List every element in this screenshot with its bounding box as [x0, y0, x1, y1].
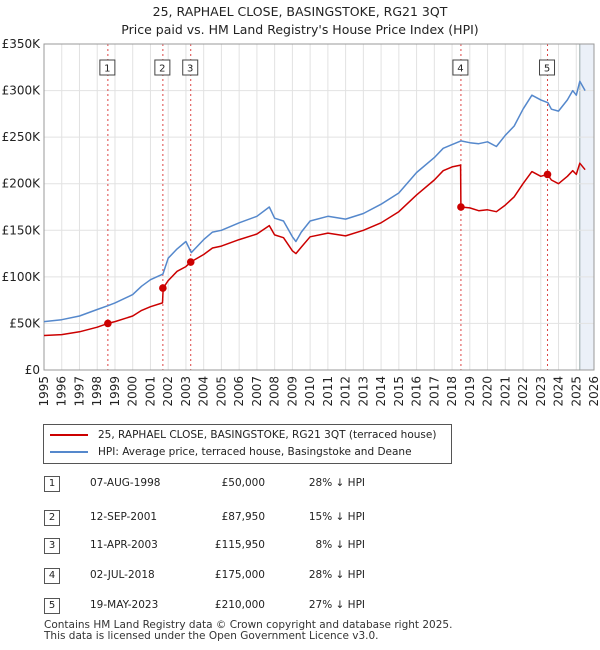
footer-licence: This data is licensed under the Open Gov… [44, 630, 379, 642]
chart-subtitle: Price paid vs. HM Land Registry's House … [121, 22, 479, 37]
forecast-shade [579, 44, 594, 370]
x-tick-label: 2018 [445, 376, 459, 407]
legend: 25, RAPHAEL CLOSE, BASINGSTOKE, RG21 3QT… [43, 424, 452, 464]
x-tick-label: 2025 [569, 376, 583, 407]
y-tick-label: £100K [2, 270, 42, 284]
plot-frame [43, 43, 595, 371]
price-chart: £0 £50K £100K £150K £200K £250K £300K £350K 1995… [2, 37, 600, 407]
x-tick-label: 2015 [392, 376, 406, 407]
x-tick-label: 2005 [214, 376, 228, 407]
x-tick-label: 1995 [37, 376, 51, 407]
x-tick-label: 1997 [72, 376, 86, 407]
x-tick-label: 2013 [356, 376, 370, 407]
transaction-label-box [452, 59, 469, 76]
x-tick-label: 2000 [126, 376, 140, 407]
x-tick-label: 2014 [374, 376, 388, 407]
transaction-label: 3 [187, 64, 193, 75]
transaction-price: £210,000 [214, 599, 265, 611]
legend-hpi-label: HPI: Average price, terraced house, Basi… [98, 446, 412, 458]
transaction-point [159, 284, 167, 292]
transaction-price: £115,950 [214, 539, 265, 551]
legend-hpi-swatch [50, 451, 88, 453]
x-tick-label: 2016 [410, 376, 424, 407]
transaction-hpi-diff: 8% ↓ HPI [315, 539, 365, 551]
x-tick-label: 2012 [339, 376, 353, 407]
transaction-number: 3 [44, 538, 60, 554]
transaction-label: 4 [457, 64, 463, 75]
transaction-date: 02-JUL-2018 [90, 569, 155, 581]
transaction-label-box [539, 59, 556, 76]
legend-property-label: 25, RAPHAEL CLOSE, BASINGSTOKE, RG21 3QT… [98, 429, 437, 441]
y-tick-label: £0 [25, 363, 40, 377]
transaction-price: £175,000 [214, 569, 265, 581]
x-tick-label: 2009 [285, 376, 299, 407]
transaction-point [104, 319, 112, 328]
x-tick-label: 2007 [250, 376, 264, 407]
legend-property-swatch [50, 434, 88, 436]
transaction-label: 2 [159, 64, 165, 75]
x-tick-label: 1999 [108, 376, 122, 407]
transaction-point [457, 203, 465, 211]
x-tick-label: 2019 [463, 376, 477, 407]
table-row: 1 07-AUG-1998 £50,000 28% ↓ HPI [40, 474, 400, 492]
transaction-price: £50,000 [221, 477, 265, 489]
transaction-label: 5 [544, 64, 550, 75]
transaction-number: 2 [44, 510, 60, 526]
table-row: 3 11-APR-2003 £115,950 8% ↓ HPI [40, 536, 400, 554]
footer-copyright: Contains HM Land Registry data © Crown c… [44, 619, 453, 631]
transaction-label-box [99, 59, 116, 76]
transaction-hpi-diff: 28% ↓ HPI [308, 477, 365, 489]
table-row: 4 02-JUL-2018 £175,000 28% ↓ HPI [40, 566, 400, 584]
x-tick-label: 2011 [321, 376, 335, 407]
transaction-date: 19-MAY-2023 [90, 599, 159, 611]
transaction-label-box [182, 59, 199, 76]
transaction-hpi-diff: 28% ↓ HPI [308, 569, 365, 581]
y-tick-label: £50K [9, 316, 41, 330]
transaction-number: 5 [44, 598, 60, 614]
transaction-hpi-diff: 27% ↓ HPI [308, 599, 365, 611]
x-tick-label: 2023 [534, 376, 548, 407]
legend-item-hpi: HPI: Average price, terraced house, Basi… [50, 444, 412, 460]
chart-title: 25, RAPHAEL CLOSE, BASINGSTOKE, RG21 3QT [152, 4, 448, 19]
x-tick-label: 2017 [427, 376, 441, 407]
x-tick-label: 2024 [552, 376, 566, 407]
transaction-hpi-diff: 15% ↓ HPI [308, 511, 365, 523]
transaction-label-box [154, 59, 171, 76]
plot-area [44, 44, 594, 370]
x-tick-label: 2022 [516, 376, 530, 407]
x-tick-label: 2020 [481, 376, 495, 407]
y-tick-label: £250K [2, 130, 42, 144]
y-tick-label: £350K [2, 37, 42, 51]
x-tick-label: 2006 [232, 376, 246, 407]
transaction-date: 07-AUG-1998 [90, 477, 161, 489]
x-tick-label: 2008 [268, 376, 282, 407]
transaction-price: £87,950 [221, 511, 265, 523]
x-tick-label: 2004 [197, 376, 211, 407]
table-row: 2 12-SEP-2001 £87,950 15% ↓ HPI [40, 508, 400, 526]
x-tick-label: 1996 [55, 376, 69, 407]
legend-item-property: 25, RAPHAEL CLOSE, BASINGSTOKE, RG21 3QT… [50, 427, 436, 443]
x-tick-label: 2001 [143, 376, 157, 407]
transaction-label: 1 [104, 64, 110, 75]
transaction-number: 4 [44, 568, 60, 584]
property-series-line [43, 162, 586, 337]
transaction-point [543, 170, 552, 179]
table-row: 5 19-MAY-2023 £210,000 27% ↓ HPI [40, 596, 400, 614]
x-tick-label: 2026 [587, 376, 600, 407]
y-tick-label: £200K [2, 177, 42, 191]
transaction-number: 1 [44, 476, 60, 492]
x-tick-label: 2002 [161, 376, 175, 407]
footer: Contains HM Land Registry data © Crown c… [44, 620, 452, 642]
y-tick-label: £150K [2, 223, 42, 237]
x-tick-label: 2021 [498, 376, 512, 407]
y-tick-label: £300K [2, 84, 42, 98]
x-tick-label: 1998 [90, 376, 104, 407]
hpi-series-line [43, 80, 586, 323]
transaction-date: 11-APR-2003 [90, 539, 158, 551]
x-tick-label: 2010 [303, 376, 317, 407]
transaction-date: 12-SEP-2001 [90, 511, 158, 523]
x-tick-label: 2003 [179, 376, 193, 407]
transaction-point [186, 258, 195, 266]
